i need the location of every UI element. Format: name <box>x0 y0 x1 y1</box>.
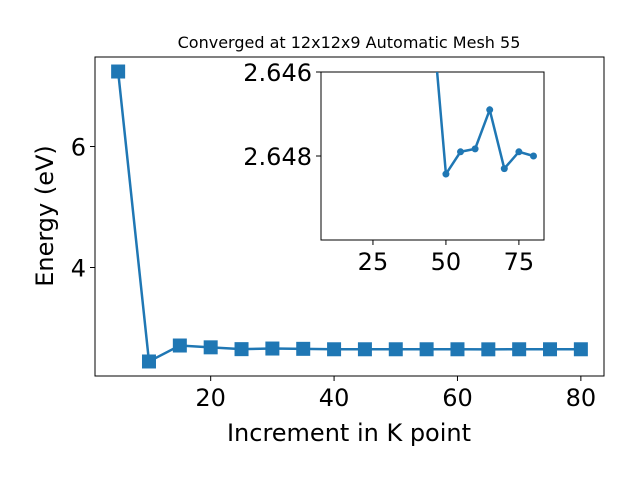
marker <box>481 342 496 357</box>
marker <box>529 152 537 160</box>
data-line <box>435 72 534 178</box>
marker <box>327 342 342 357</box>
x-tick-label: 50 <box>431 248 462 276</box>
marker <box>500 165 508 173</box>
x-tick-label: 20 <box>195 384 226 412</box>
marker <box>450 342 465 357</box>
y-tick-label: 2.646 <box>243 59 312 87</box>
marker <box>543 342 558 357</box>
marker <box>573 342 588 357</box>
x-tick-label: 80 <box>566 384 597 412</box>
plot-area <box>111 64 588 369</box>
marker <box>388 342 403 357</box>
marker <box>172 338 187 353</box>
marker <box>419 342 434 357</box>
x-tick-label: 60 <box>442 384 473 412</box>
plot-frame <box>320 71 545 241</box>
marker <box>486 106 494 114</box>
marker <box>442 170 450 178</box>
y-tick-label: 2.648 <box>243 143 312 171</box>
chart-title: Converged at 12x12x9 Automatic Mesh 55 <box>178 33 521 52</box>
marker <box>141 354 156 369</box>
x-tick-label: 75 <box>504 248 535 276</box>
marker <box>471 145 479 153</box>
marker <box>357 342 372 357</box>
plot-area <box>435 72 537 178</box>
y-axis-label: Energy (eV) <box>31 145 59 287</box>
marker <box>265 341 280 356</box>
marker <box>512 342 527 357</box>
marker <box>296 341 311 356</box>
data-line <box>116 71 581 364</box>
marker <box>111 64 126 79</box>
marker <box>203 340 218 355</box>
marker <box>234 342 249 357</box>
marker <box>515 148 523 156</box>
y-tick-label: 6 <box>71 134 86 162</box>
x-tick-label: 25 <box>358 248 389 276</box>
x-tick-label: 40 <box>319 384 350 412</box>
y-tick-label: 4 <box>71 254 86 282</box>
x-axis-label: Increment in K point <box>227 419 471 447</box>
marker <box>457 148 465 156</box>
